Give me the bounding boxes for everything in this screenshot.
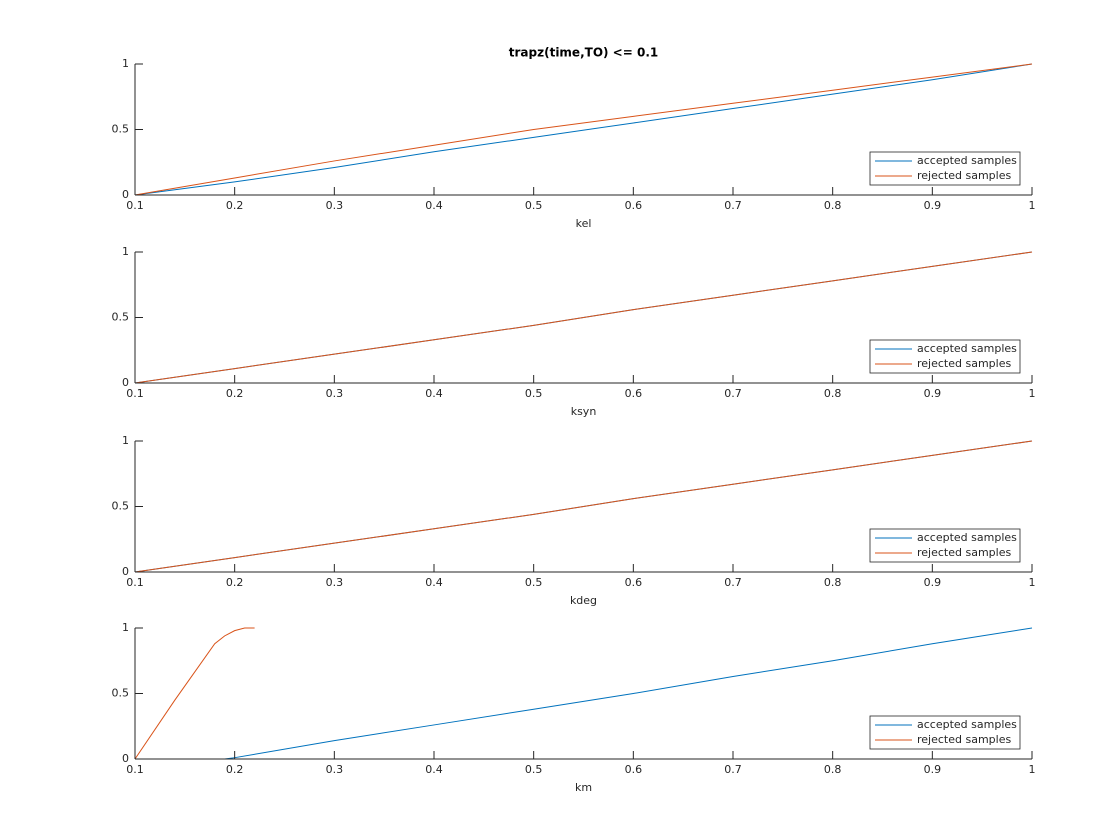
x-tick-label: 0.7 xyxy=(724,763,742,776)
legend-label: accepted samples xyxy=(917,342,1017,355)
x-tick-label: 0.5 xyxy=(525,387,543,400)
legend: accepted samples rejected samples xyxy=(869,151,1021,186)
y-tick-label: 1 xyxy=(122,434,129,447)
x-tick-label: 0.8 xyxy=(824,763,842,776)
legend-box xyxy=(869,715,1021,750)
x-tick-label: 0.3 xyxy=(326,763,344,776)
x-axis-label: ksyn xyxy=(571,405,597,418)
x-tick-label: 0.1 xyxy=(126,763,144,776)
x-tick-label: 0.2 xyxy=(226,199,244,212)
y-tick-label: 1 xyxy=(122,621,129,634)
x-tick-label: 0.6 xyxy=(625,387,643,400)
y-tick-label: 1 xyxy=(122,57,129,70)
legend: accepted samples rejected samples xyxy=(869,715,1021,750)
x-tick-label: 0.7 xyxy=(724,199,742,212)
legend-label: rejected samples xyxy=(917,546,1011,559)
y-tick-label: 0 xyxy=(122,752,129,765)
x-tick-label: 0.2 xyxy=(226,576,244,589)
y-tick-label: 0 xyxy=(122,188,129,201)
y-tick-label: 0.5 xyxy=(112,123,130,136)
chart-title: trapz(time,TO) <= 0.1 xyxy=(509,46,658,60)
data-line xyxy=(134,440,1033,573)
legend: accepted samples rejected samples xyxy=(869,339,1021,374)
axes: 0.1 0.2 0.3 0.4 0.5 0.6 0.7 0.8 0.9 1 0 0.5 1 kdeg acc… xyxy=(112,434,1036,607)
x-tick-label: 0.2 xyxy=(226,387,244,400)
x-tick-label: 0.8 xyxy=(824,387,842,400)
x-tick-label: 0.6 xyxy=(625,576,643,589)
y-tick-label: 0.5 xyxy=(112,687,130,700)
y-tick-label: 0 xyxy=(122,565,129,578)
x-tick-label: 0.3 xyxy=(326,387,344,400)
x-tick-label: 0.7 xyxy=(724,576,742,589)
x-tick-label: 1 xyxy=(1029,763,1036,776)
legend-label: accepted samples xyxy=(917,531,1017,544)
x-tick-label: 0.4 xyxy=(425,199,443,212)
x-tick-label: 0.8 xyxy=(824,199,842,212)
data-line xyxy=(134,251,1033,384)
axes: trapz(time,TO) <= 0.1 0.1 0.2 0.3 0.4 0.5 0.6 0… xyxy=(112,46,1036,231)
legend: accepted samples rejected samples xyxy=(869,528,1021,563)
x-tick-label: 0.1 xyxy=(126,387,144,400)
x-tick-label: 0.6 xyxy=(625,763,643,776)
x-axis-label: kdeg xyxy=(570,594,597,607)
x-tick-label: 0.4 xyxy=(425,576,443,589)
x-tick-label: 0.9 xyxy=(924,763,942,776)
y-tick-label: 0.5 xyxy=(112,500,130,513)
x-tick-label: 0.5 xyxy=(525,763,543,776)
x-tick-label: 0.7 xyxy=(724,387,742,400)
x-axis-label: kel xyxy=(576,217,592,230)
x-tick-label: 1 xyxy=(1029,576,1036,589)
x-tick-label: 0.4 xyxy=(425,763,443,776)
legend-label: rejected samples xyxy=(917,169,1011,182)
x-tick-label: 0.3 xyxy=(326,576,344,589)
x-tick-label: 1 xyxy=(1029,387,1036,400)
x-tick-label: 0.8 xyxy=(824,576,842,589)
legend-box xyxy=(869,528,1021,563)
x-tick-label: 0.4 xyxy=(425,387,443,400)
y-tick-label: 0 xyxy=(122,376,129,389)
x-tick-label: 0.1 xyxy=(126,576,144,589)
x-tick-label: 0.9 xyxy=(924,199,942,212)
y-tick-label: 1 xyxy=(122,245,129,258)
legend-box xyxy=(869,151,1021,186)
y-tick-label: 0.5 xyxy=(112,311,130,324)
x-tick-label: 0.9 xyxy=(924,387,942,400)
x-tick-label: 0.3 xyxy=(326,199,344,212)
data-line xyxy=(135,627,1033,760)
legend-label: rejected samples xyxy=(917,357,1011,370)
x-tick-label: 0.5 xyxy=(525,199,543,212)
data-line xyxy=(134,63,1033,196)
x-tick-label: 0.5 xyxy=(525,576,543,589)
axes: 0.1 0.2 0.3 0.4 0.5 0.6 0.7 0.8 0.9 1 0 0.5 1 ksyn acc… xyxy=(112,245,1036,418)
x-tick-label: 0.9 xyxy=(924,576,942,589)
x-tick-label: 0.1 xyxy=(126,199,144,212)
legend-box xyxy=(869,339,1021,374)
data-line xyxy=(134,627,255,760)
x-axis-label: km xyxy=(575,781,592,794)
data-line xyxy=(134,63,1033,196)
legend-label: accepted samples xyxy=(917,154,1017,167)
x-tick-label: 0.2 xyxy=(226,763,244,776)
legend-label: accepted samples xyxy=(917,718,1017,731)
legend-label: rejected samples xyxy=(917,733,1011,746)
axes: 0.1 0.2 0.3 0.4 0.5 0.6 0.7 0.8 0.9 1 0 0.5 1 km accep… xyxy=(112,621,1036,794)
x-tick-label: 0.6 xyxy=(625,199,643,212)
x-tick-label: 1 xyxy=(1029,199,1036,212)
